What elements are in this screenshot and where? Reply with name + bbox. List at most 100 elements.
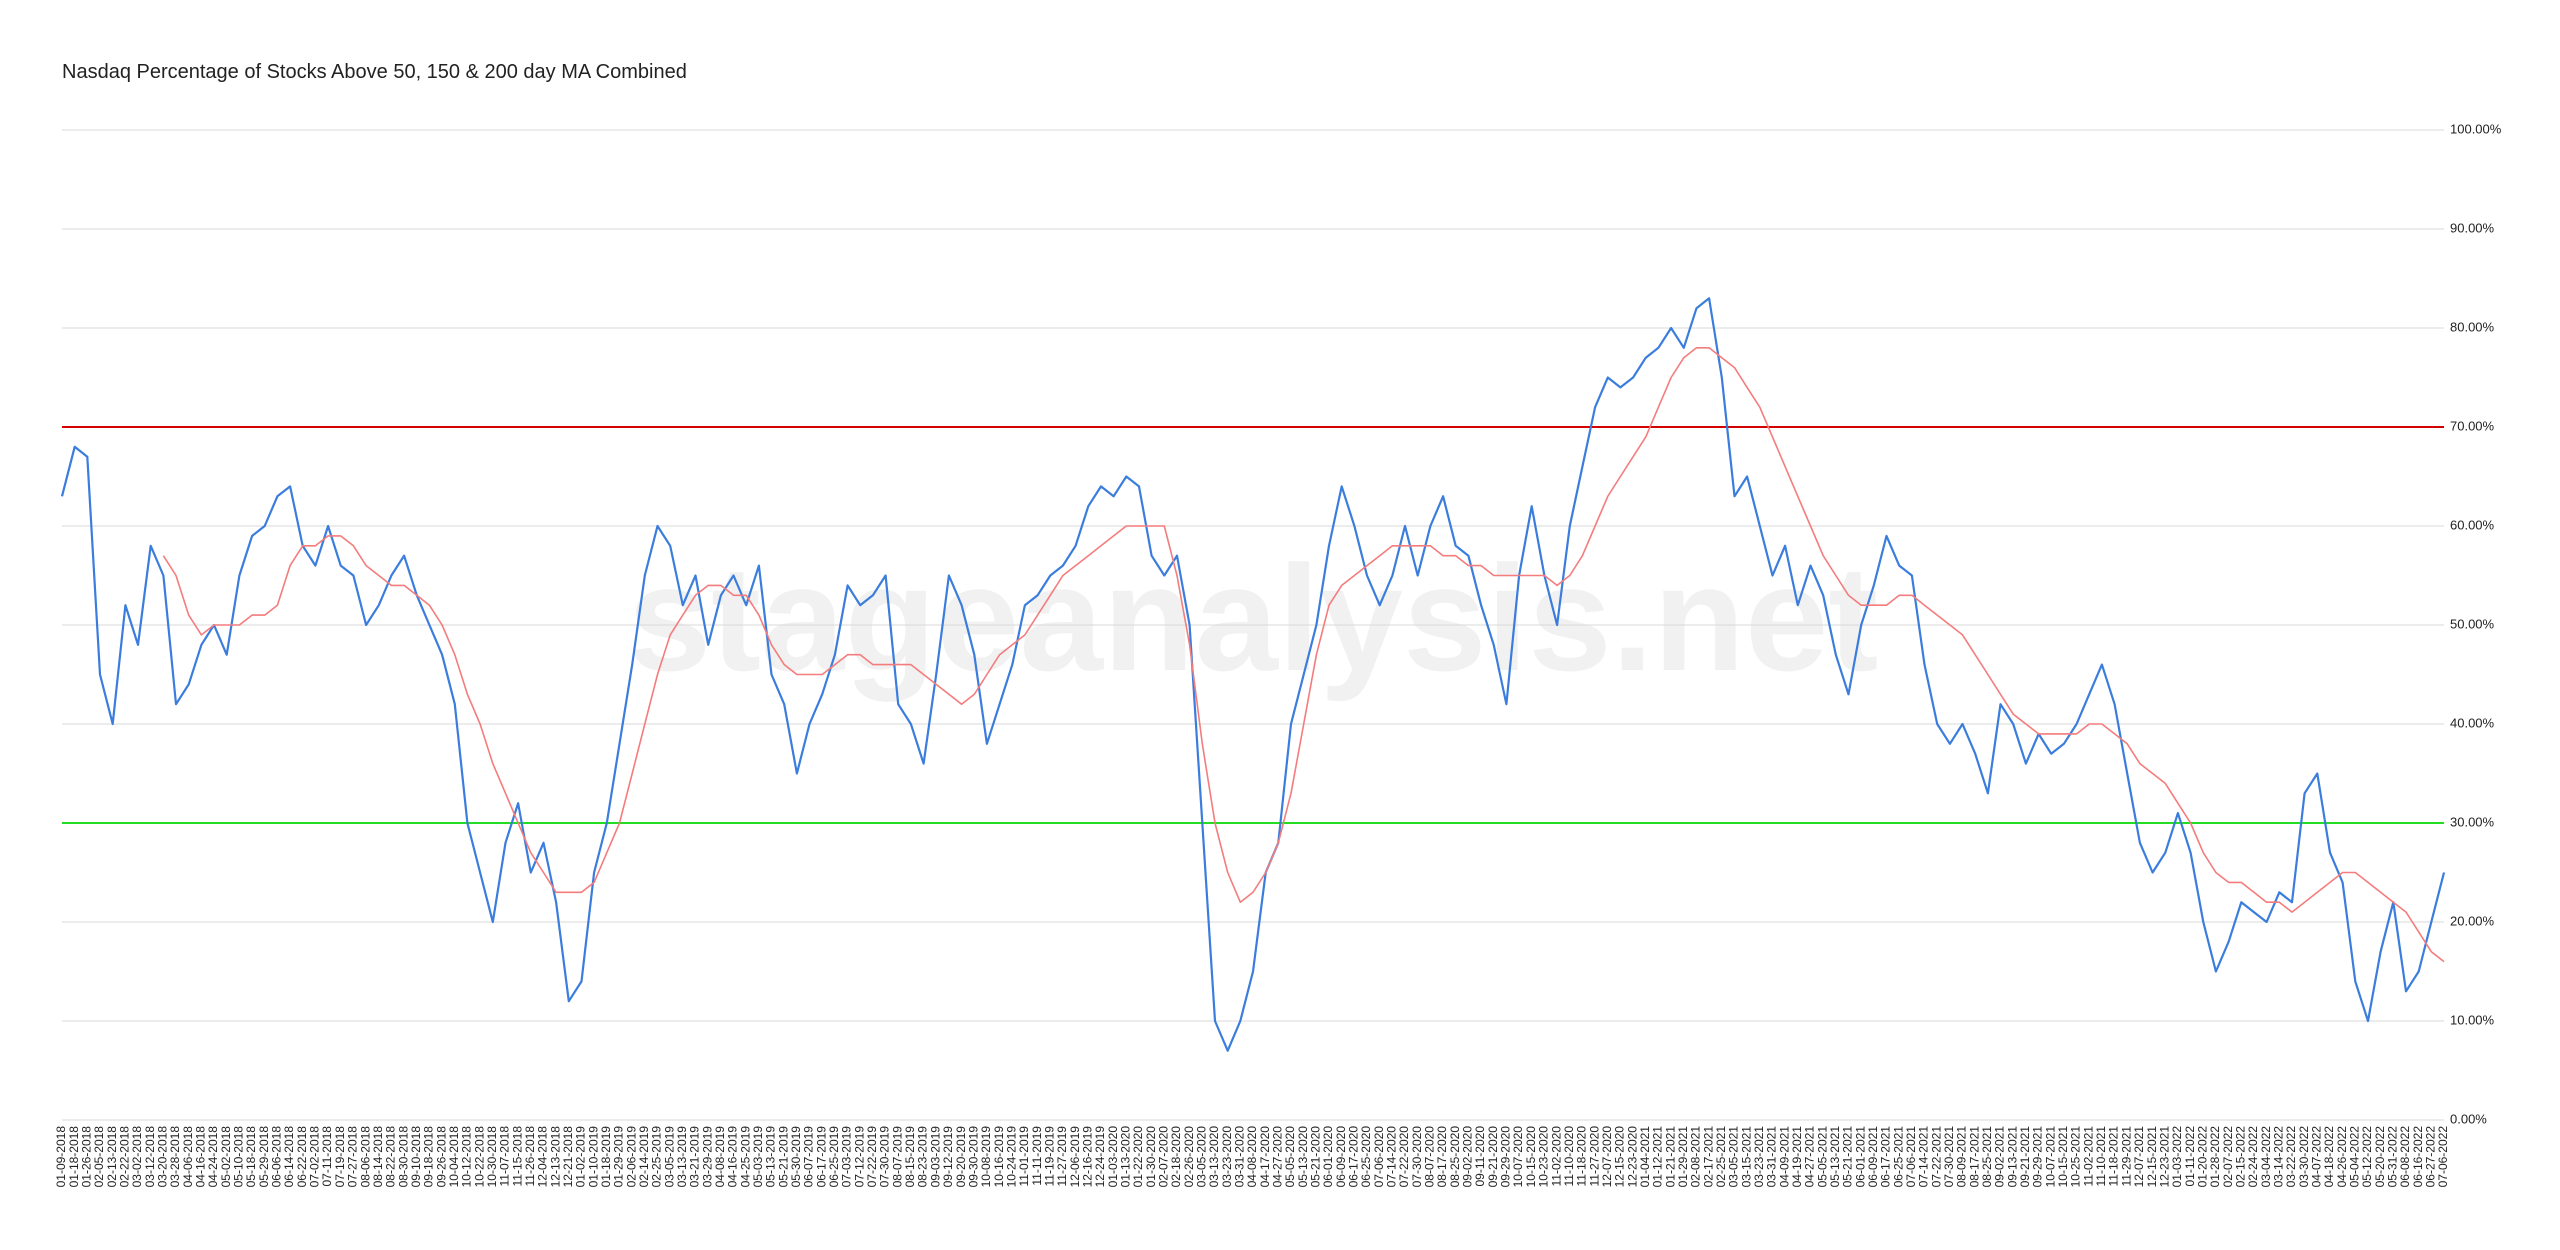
x-tick-label: 03-31-2021 <box>1765 1126 1779 1188</box>
x-tick-label: 08-25-2021 <box>1980 1126 1994 1188</box>
x-tick-label: 09-18-2018 <box>422 1126 436 1188</box>
x-tick-label: 01-18-2019 <box>599 1126 613 1188</box>
x-tick-label: 11-02-2021 <box>2081 1126 2095 1187</box>
x-tick-label: 09-03-2019 <box>928 1126 942 1188</box>
x-tick-label: 02-06-2019 <box>624 1126 638 1188</box>
x-tick-label: 05-18-2018 <box>244 1126 258 1188</box>
x-tick-label: 02-18-2020 <box>1169 1126 1183 1188</box>
x-tick-label: 12-15-2021 <box>2145 1126 2159 1188</box>
x-tick-label: 06-01-2021 <box>1853 1126 1867 1188</box>
x-tick-label: 10-04-2018 <box>447 1126 461 1188</box>
x-tick-label: 02-07-2020 <box>1156 1126 1170 1188</box>
x-tick-label: 06-08-2022 <box>2398 1126 2412 1188</box>
x-tick-label: 06-09-2021 <box>1866 1126 1880 1188</box>
x-tick-label: 02-13-2018 <box>105 1126 119 1188</box>
x-tick-label: 11-18-2020 <box>1575 1126 1589 1187</box>
x-tick-label: 06-07-2019 <box>802 1126 816 1188</box>
x-tick-label: 11-11-2019 <box>1030 1126 1044 1186</box>
x-tick-label: 04-08-2019 <box>713 1126 727 1188</box>
x-tick-label: 01-09-2018 <box>54 1126 68 1188</box>
x-tick-label: 09-11-2020 <box>1473 1126 1487 1187</box>
x-tick-label: 12-07-2021 <box>2132 1126 2146 1188</box>
x-tick-label: 08-30-2018 <box>396 1126 410 1188</box>
x-tick-label: 10-24-2019 <box>1004 1126 1018 1188</box>
x-tick-label: 02-26-2020 <box>1182 1126 1196 1188</box>
x-tick-label: 10-08-2019 <box>979 1126 993 1188</box>
x-tick-label: 04-16-2018 <box>194 1126 208 1188</box>
x-tick-label: 03-12-2018 <box>143 1126 157 1188</box>
x-tick-label: 09-21-2021 <box>2018 1126 2032 1188</box>
x-tick-label: 03-04-2022 <box>2259 1126 2273 1188</box>
x-tick-label: 06-17-2020 <box>1347 1126 1361 1188</box>
x-tick-label: 08-25-2020 <box>1448 1126 1462 1188</box>
x-tick-label: 02-08-2021 <box>1689 1126 1703 1188</box>
x-tick-label: 07-06-2020 <box>1372 1126 1386 1188</box>
data-line <box>60 297 2446 1052</box>
x-tick-label: 10-30-2018 <box>485 1126 499 1188</box>
x-tick-label: 04-09-2021 <box>1777 1126 1791 1188</box>
x-tick-label: 03-20-2018 <box>156 1126 170 1188</box>
x-tick-label: 07-14-2021 <box>1917 1126 1931 1188</box>
x-tick-label: 01-03-2020 <box>1106 1126 1120 1188</box>
x-tick-label: 12-23-2021 <box>2157 1126 2171 1188</box>
x-tick-label: 10-07-2021 <box>2043 1126 2057 1188</box>
x-tick-label: 06-22-2018 <box>295 1126 309 1188</box>
x-tick-label: 07-03-2019 <box>840 1126 854 1188</box>
x-tick-label: 11-29-2021 <box>2119 1126 2133 1187</box>
y-tick-label: 100.00% <box>2450 121 2502 136</box>
x-tick-label: 11-01-2019 <box>1017 1126 1031 1187</box>
y-tick-label: 40.00% <box>2450 715 2495 730</box>
x-tick-label: 03-13-2020 <box>1207 1126 1221 1188</box>
x-tick-label: 05-29-2018 <box>257 1126 271 1188</box>
x-tick-label: 01-21-2021 <box>1663 1126 1677 1188</box>
x-tick-label: 12-07-2020 <box>1600 1126 1614 1188</box>
x-tick-label: 09-26-2018 <box>434 1126 448 1188</box>
x-tick-label: 08-15-2019 <box>903 1126 917 1188</box>
x-tick-label: 02-25-2019 <box>650 1126 664 1188</box>
x-tick-label: 09-12-2019 <box>941 1126 955 1188</box>
x-tick-label: 02-14-2019 <box>637 1126 651 1188</box>
x-tick-label: 05-21-2020 <box>1309 1126 1323 1188</box>
x-tick-label: 09-13-2021 <box>2005 1126 2019 1188</box>
x-tick-label: 04-26-2022 <box>2335 1126 2349 1188</box>
x-tick-label: 08-07-2019 <box>890 1126 904 1188</box>
x-tick-label: 07-06-2021 <box>1904 1126 1918 1188</box>
x-tick-label: 11-19-2019 <box>1042 1126 1056 1187</box>
x-tick-label: 06-14-2018 <box>282 1126 296 1188</box>
x-tick-label: 01-02-2019 <box>574 1126 588 1188</box>
x-tick-label: 05-20-2022 <box>2373 1126 2387 1188</box>
x-tick-label: 04-06-2018 <box>181 1126 195 1188</box>
x-tick-label: 03-14-2022 <box>2271 1126 2285 1188</box>
x-tick-label: 09-02-2020 <box>1461 1126 1475 1188</box>
x-tick-label: 06-06-2018 <box>270 1126 284 1188</box>
y-tick-label: 90.00% <box>2450 220 2495 235</box>
x-tick-label: 06-25-2020 <box>1359 1126 1373 1188</box>
x-tick-label: 12-15-2020 <box>1613 1126 1627 1188</box>
x-tick-label: 02-17-2021 <box>1701 1126 1715 1188</box>
y-tick-label: 50.00% <box>2450 616 2495 631</box>
x-tick-label: 02-25-2021 <box>1714 1126 1728 1188</box>
x-tick-label: 05-21-2021 <box>1841 1126 1855 1188</box>
x-tick-label: 01-22-2020 <box>1131 1126 1145 1188</box>
x-tick-label: 07-11-2018 <box>320 1126 334 1187</box>
x-tick-label: 01-18-2018 <box>67 1126 81 1188</box>
x-tick-label: 08-23-2019 <box>916 1126 930 1188</box>
x-tick-label: 05-05-2020 <box>1283 1126 1297 1188</box>
x-tick-label: 04-08-2020 <box>1245 1126 1259 1188</box>
x-tick-label: 12-06-2019 <box>1068 1126 1082 1188</box>
x-tick-label: 03-05-2019 <box>662 1126 676 1188</box>
x-tick-label: 01-10-2019 <box>586 1126 600 1188</box>
x-tick-label: 01-30-2020 <box>1144 1126 1158 1188</box>
x-tick-label: 04-07-2022 <box>2309 1126 2323 1188</box>
x-tick-label: 07-22-2019 <box>865 1126 879 1188</box>
x-tick-label: 05-05-2021 <box>1815 1126 1829 1188</box>
x-tick-label: 01-28-2022 <box>2208 1126 2222 1188</box>
x-tick-label: 07-22-2021 <box>1929 1126 1943 1188</box>
x-tick-label: 12-23-2020 <box>1625 1126 1639 1188</box>
y-tick-label: 20.00% <box>2450 913 2495 928</box>
x-tick-label: 01-29-2019 <box>612 1126 626 1188</box>
x-tick-label: 07-02-2018 <box>308 1126 322 1188</box>
x-tick-label: 07-30-2020 <box>1410 1126 1424 1188</box>
x-tick-label: 01-03-2022 <box>2170 1126 2184 1188</box>
x-tick-label: 05-13-2019 <box>764 1126 778 1188</box>
